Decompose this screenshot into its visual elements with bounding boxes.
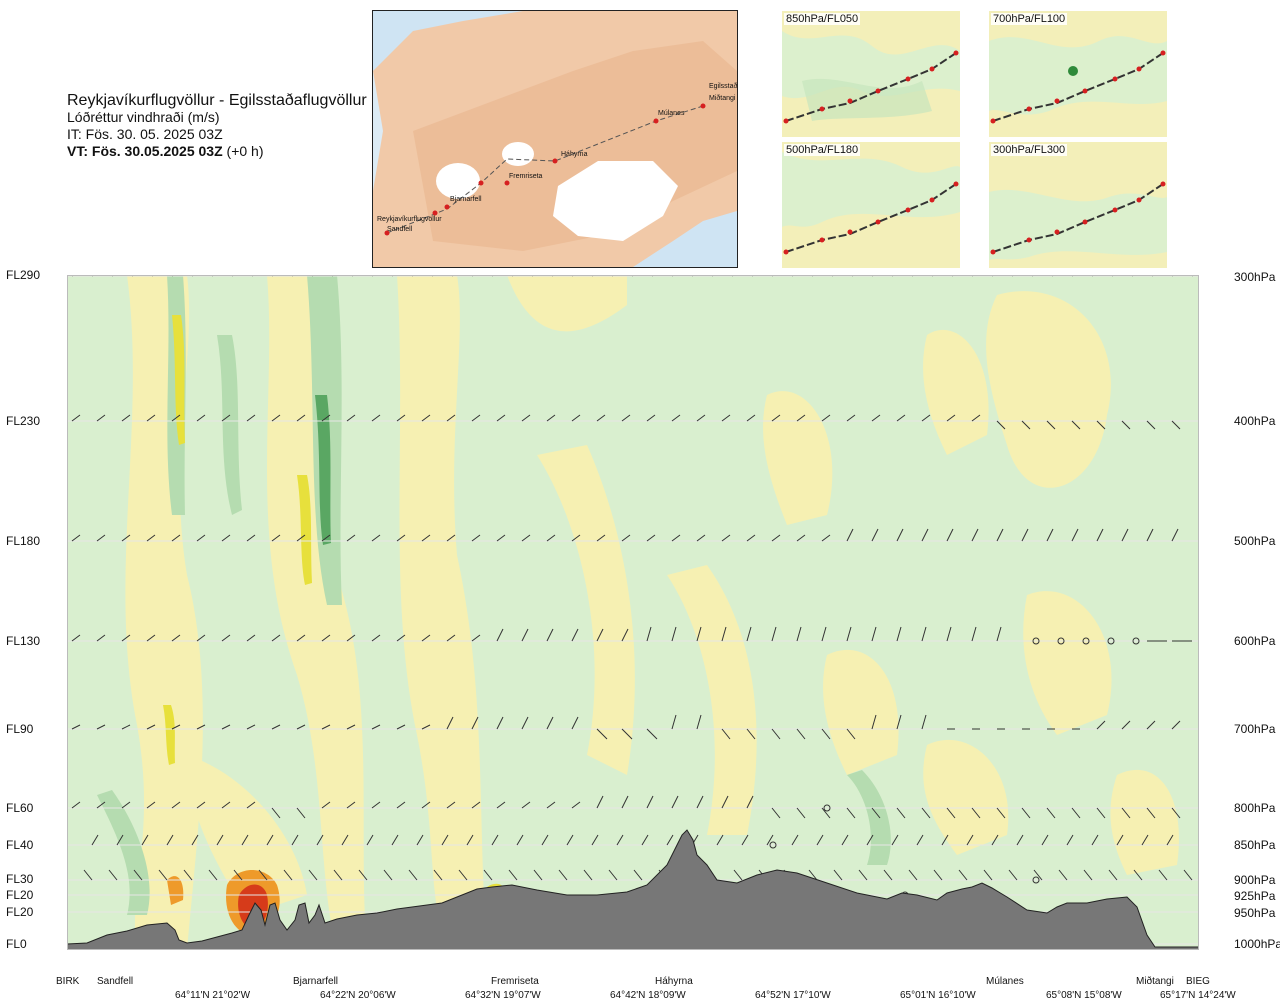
place-label: Háhyrna [655,976,693,987]
pressure-level-label: 800hPa [1234,801,1276,815]
terrain-profile [66,829,1200,951]
waypoint-dot [653,118,659,124]
coastline-west [373,71,383,191]
glacier-vatnajokull [553,161,678,241]
overview-map-svg: Reykjavíkurflugvöllur Sandfell Bjarnarfe… [373,11,737,267]
pressure-level-label: 300hPa [1234,270,1276,284]
waypoint-dot [552,158,558,164]
route-overview-map: Reykjavíkurflugvöllur Sandfell Bjarnarfe… [372,10,738,268]
level-map-700: 700hPa/FL100 [989,11,1167,137]
pressure-level-label: 600hPa [1234,634,1276,648]
waypoint-label-midtangi: Miðtangi [709,94,736,102]
level-map-300: 300hPa/FL300 [989,142,1167,268]
route-title: Reykjavíkurflugvöllur - Egilsstaðaflugvö… [67,92,367,109]
place-label: Bjarnarfell [293,976,339,987]
place-label: Múlanes [986,976,1024,987]
pressure-level-label: 925hPa [1234,889,1276,903]
waypoint-label-egilsstadir: Egilsstaðir [709,82,737,90]
vertical-velocity-yellow [125,275,1179,950]
chart-header: Reykjavíkurflugvöllur - Egilsstaðaflugvö… [67,92,367,160]
pressure-level-label: 900hPa [1234,873,1276,887]
valid-time-offset: (+0 h) [226,143,264,159]
waypoint-dot [504,180,510,186]
place-label: Fremriseta [491,976,539,987]
place-label: BIEG [1186,976,1210,987]
place-label: Sandfell [97,976,134,987]
cross-section-svg [56,269,1200,951]
cross-section-plot [56,269,1200,951]
waypoint-label-mulanes: Múlanes [658,110,685,117]
level-map-850: 850hPa/FL050 [782,11,960,137]
level-map-500-svg [782,142,960,268]
flight-level-label: FL130 [6,634,41,648]
waypoint-label-sandfell: Sandfell [387,226,413,233]
coordinate-label: 64°42'N 18°09'W [610,990,686,1001]
glacier-langjokull [436,163,480,199]
waypoint-dot [444,204,450,210]
waypoint-dot [432,210,438,216]
flight-level-label: FL0 [6,937,27,951]
valid-time-main: VT: Fös. 30.05.2025 03Z [67,143,223,159]
level-map-850-label: 850hPa/FL050 [784,13,861,25]
flight-level-label: FL30 [6,872,34,886]
pressure-level-label: 400hPa [1234,414,1276,428]
issue-time: IT: Fös. 30. 05. 2025 03Z [67,126,223,142]
pressure-level-label: 1000hPa [1234,937,1280,951]
waypoint-dot [478,180,484,186]
pressure-level-label: 950hPa [1234,906,1276,920]
flight-level-label: FL20 [6,888,34,902]
level-map-300-svg [989,142,1167,268]
flight-level-label: FL180 [6,534,41,548]
waypoint-dot [700,103,706,109]
level-map-700-label: 700hPa/FL100 [991,13,1068,25]
flight-level-label: FL230 [6,414,41,428]
calm-markers [769,637,1140,899]
coordinate-label: 65°08'N 15°08'W [1046,990,1122,1001]
waypoint-label-fremriseta: Fremriseta [509,173,543,180]
waypoint-label-hahyrna: Háhyrna [561,151,588,158]
level-map-500: 500hPa/FL180 [782,142,960,268]
coordinate-label: 64°52'N 17°10'W [755,990,831,1001]
flight-level-label: FL290 [6,268,41,282]
pressure-level-label: 700hPa [1234,722,1276,736]
flight-level-label: FL90 [6,722,34,736]
flight-level-label: FL60 [6,801,34,815]
pressure-level-label: 850hPa [1234,838,1276,852]
waypoint-dot [384,230,390,236]
pressure-level-label: 500hPa [1234,534,1276,548]
route-waypoints [384,103,706,236]
coordinate-label: 64°22'N 20°06'W [320,990,396,1001]
section-frame [67,275,1199,950]
waypoint-label-reykjavik: Reykjavíkurflugvöllur [377,216,442,223]
coordinate-label: 64°11'N 21°02'W [175,990,251,1001]
flight-level-label: FL20 [6,905,34,919]
place-label: Miðtangi [1136,976,1174,987]
coordinate-label: 64°32'N 19°07'W [465,990,541,1001]
level-map-300-label: 300hPa/FL300 [991,144,1068,156]
level-map-850-svg [782,11,960,137]
chart-subtitle: Lóðréttur vindhraði (m/s) [67,109,220,125]
coordinate-label: 65°17'N 14°24'W [1160,990,1236,1001]
level-map-700-svg [989,11,1167,137]
place-label: BIRK [56,976,80,987]
coordinate-label: 65°01'N 16°10'W [900,990,976,1001]
glacier-hofsjokull [502,142,534,166]
waypoint-label-bjarnarfell: Bjarnarfell [450,196,482,203]
flight-level-label: FL40 [6,838,34,852]
level-map-500-label: 500hPa/FL180 [784,144,861,156]
valid-time: VT: Fös. 30.05.2025 03Z (+0 h) [67,143,367,160]
